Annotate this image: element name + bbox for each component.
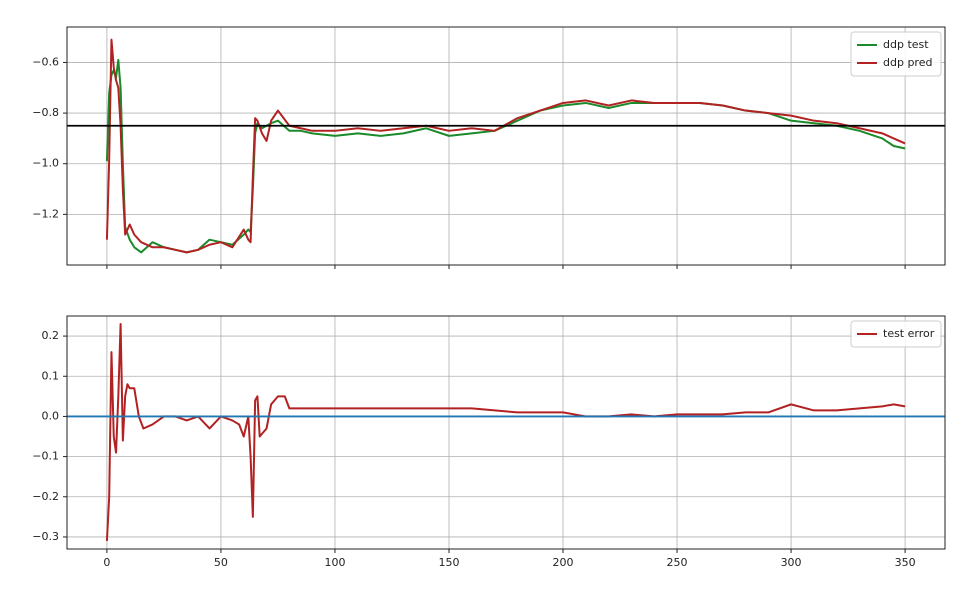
x-tick-label: 350: [895, 556, 916, 569]
legend-box: [850, 31, 942, 77]
x-tick-label: 50: [214, 556, 228, 569]
y-tick-label: 0.2: [42, 329, 60, 342]
legend-box: [850, 320, 942, 348]
series-line: [105, 38, 906, 254]
y-tick-label: −0.6: [32, 55, 59, 68]
legend-label: test error: [883, 327, 935, 340]
x-tick-label: 150: [438, 556, 459, 569]
legend-label: ddp test: [883, 38, 929, 51]
x-tick-label: 250: [667, 556, 688, 569]
x-tick-label: 300: [781, 556, 802, 569]
y-tick-label: −0.8: [32, 106, 59, 119]
y-tick-label: −1.2: [32, 207, 59, 220]
legend-label: ddp pred: [883, 56, 932, 69]
y-tick-label: 0.0: [42, 409, 60, 422]
y-tick-label: −0.2: [32, 490, 59, 503]
x-tick-label: 200: [553, 556, 574, 569]
y-tick-label: 0.1: [42, 369, 60, 382]
x-tick-label: 0: [103, 556, 110, 569]
series-line: [105, 323, 906, 542]
series-line: [105, 58, 906, 254]
plot-frame: [66, 315, 946, 550]
x-tick-label: 100: [324, 556, 345, 569]
plot-frame: [66, 26, 946, 266]
y-tick-label: −1.0: [32, 157, 59, 170]
y-tick-label: −0.1: [32, 450, 59, 463]
y-tick-label: −0.3: [32, 530, 59, 543]
